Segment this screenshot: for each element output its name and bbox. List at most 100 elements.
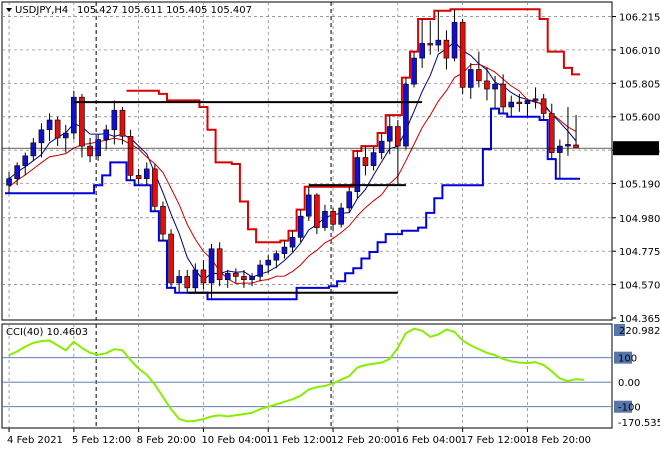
candle-bull — [289, 237, 296, 248]
candle-bull — [532, 98, 539, 101]
current-price-tag — [613, 141, 659, 156]
candle-bear — [516, 101, 523, 105]
candle-bull — [46, 119, 53, 131]
ma-fast-line — [8, 63, 577, 285]
candle-bear — [184, 276, 191, 289]
candle-bull — [524, 100, 531, 105]
candle-bear — [573, 144, 579, 149]
candle-bull — [451, 21, 458, 59]
candle-bull — [297, 215, 304, 238]
time-tick-label: 11 Feb 12:00 — [266, 435, 332, 446]
ohlc-readout: 105.427 105.611 105.405 105.407 — [77, 5, 252, 16]
price-tick-label: 104.365 — [619, 314, 660, 325]
price-pane — [1, 1, 613, 321]
candle-bull — [281, 246, 288, 254]
candle-bear — [395, 126, 401, 147]
candle-bull — [62, 132, 69, 139]
candle-bull — [435, 39, 442, 46]
candle-bear — [540, 98, 547, 114]
cci-line — [8, 327, 585, 423]
candle-bull — [508, 101, 515, 108]
cci-level-tag — [614, 400, 632, 413]
candle-bull — [224, 272, 231, 281]
candle-bull — [411, 57, 417, 85]
candle-bull — [273, 253, 280, 261]
candle-bull — [370, 152, 377, 166]
candle-bull — [103, 129, 110, 140]
price-tick-label: 105.190 — [619, 180, 660, 191]
candle-bear — [87, 145, 93, 157]
support-resistance-lines — [2, 101, 612, 294]
time-tick-label: 17 Feb 12:00 — [461, 435, 527, 446]
candles — [6, 9, 579, 300]
candle-bear — [127, 135, 134, 176]
candle-bull — [419, 43, 425, 59]
candle-bear — [168, 233, 174, 284]
candle-bull — [565, 144, 571, 147]
candle-bear — [160, 206, 166, 235]
upper-trail-line — [126, 8, 581, 244]
candle-bear — [314, 194, 320, 228]
candle-bull — [354, 157, 361, 193]
candle-bull — [192, 269, 199, 289]
price-axis: 104.365104.570104.775104.980105.190105.3… — [612, 13, 660, 325]
dropdown-triangle-icon[interactable] — [6, 8, 12, 12]
cci-level-label: 100 — [618, 354, 637, 365]
candle-bear — [459, 21, 466, 88]
time-tick-label: 18 Feb 20:00 — [525, 435, 591, 446]
price-tick-label: 105.805 — [619, 79, 660, 90]
cci-level-label: -100 — [618, 403, 641, 414]
candle-bull — [95, 139, 101, 157]
candle-bear — [500, 83, 506, 108]
time-tick-label: 10 Feb 04:00 — [201, 435, 267, 446]
candle-bear — [216, 248, 223, 281]
candle-bull — [111, 109, 118, 131]
time-tick-label: 16 Feb 04:00 — [396, 435, 462, 446]
indicator-pane — [1, 323, 613, 429]
candle-bull — [386, 126, 393, 142]
candle-bear — [427, 43, 434, 46]
candle-bull — [265, 259, 272, 266]
candle-bull — [322, 210, 328, 228]
candle-bear — [200, 269, 207, 284]
candle-bear — [241, 276, 247, 281]
candle-bull — [22, 155, 29, 166]
candle-bull — [6, 178, 12, 186]
candle-bear — [548, 113, 555, 153]
candle-bear — [362, 157, 369, 166]
candle-bear — [233, 272, 239, 277]
price-tick-label: 104.980 — [619, 214, 660, 225]
time-tick-label: 4 Feb 2021 — [7, 435, 63, 446]
cci-level-label: 0.00 — [618, 378, 640, 389]
candle-bull — [305, 194, 312, 217]
cci-min-label: -170.5359 — [618, 418, 660, 429]
current-price-label: 105.407 — [617, 144, 658, 155]
time-tick-label: 5 Feb 12:00 — [72, 435, 131, 446]
cci-max-tag — [614, 324, 625, 336]
lower-trail-line — [5, 107, 581, 301]
candle-bear — [119, 109, 126, 137]
candle-bear — [79, 96, 85, 147]
candle-bear — [476, 69, 482, 82]
candle-bull — [249, 276, 255, 281]
candle-bull — [557, 145, 563, 153]
candle-bull — [257, 264, 263, 277]
candle-bull — [467, 69, 474, 88]
candle-bear — [484, 80, 490, 90]
candle-bear — [152, 168, 158, 207]
candle-bear — [443, 39, 450, 59]
price-tick-label: 104.775 — [619, 247, 660, 258]
price-tick-label: 106.215 — [619, 13, 660, 24]
cci-level-tag — [614, 351, 632, 364]
candle-bull — [38, 129, 45, 144]
candle-bull — [71, 96, 77, 134]
candle-bull — [30, 142, 37, 157]
candle-bull — [176, 276, 182, 284]
price-tick-label: 105.600 — [619, 113, 660, 124]
candle-bear — [54, 119, 61, 139]
candle-bull — [208, 248, 215, 284]
candle-bull — [338, 207, 344, 225]
